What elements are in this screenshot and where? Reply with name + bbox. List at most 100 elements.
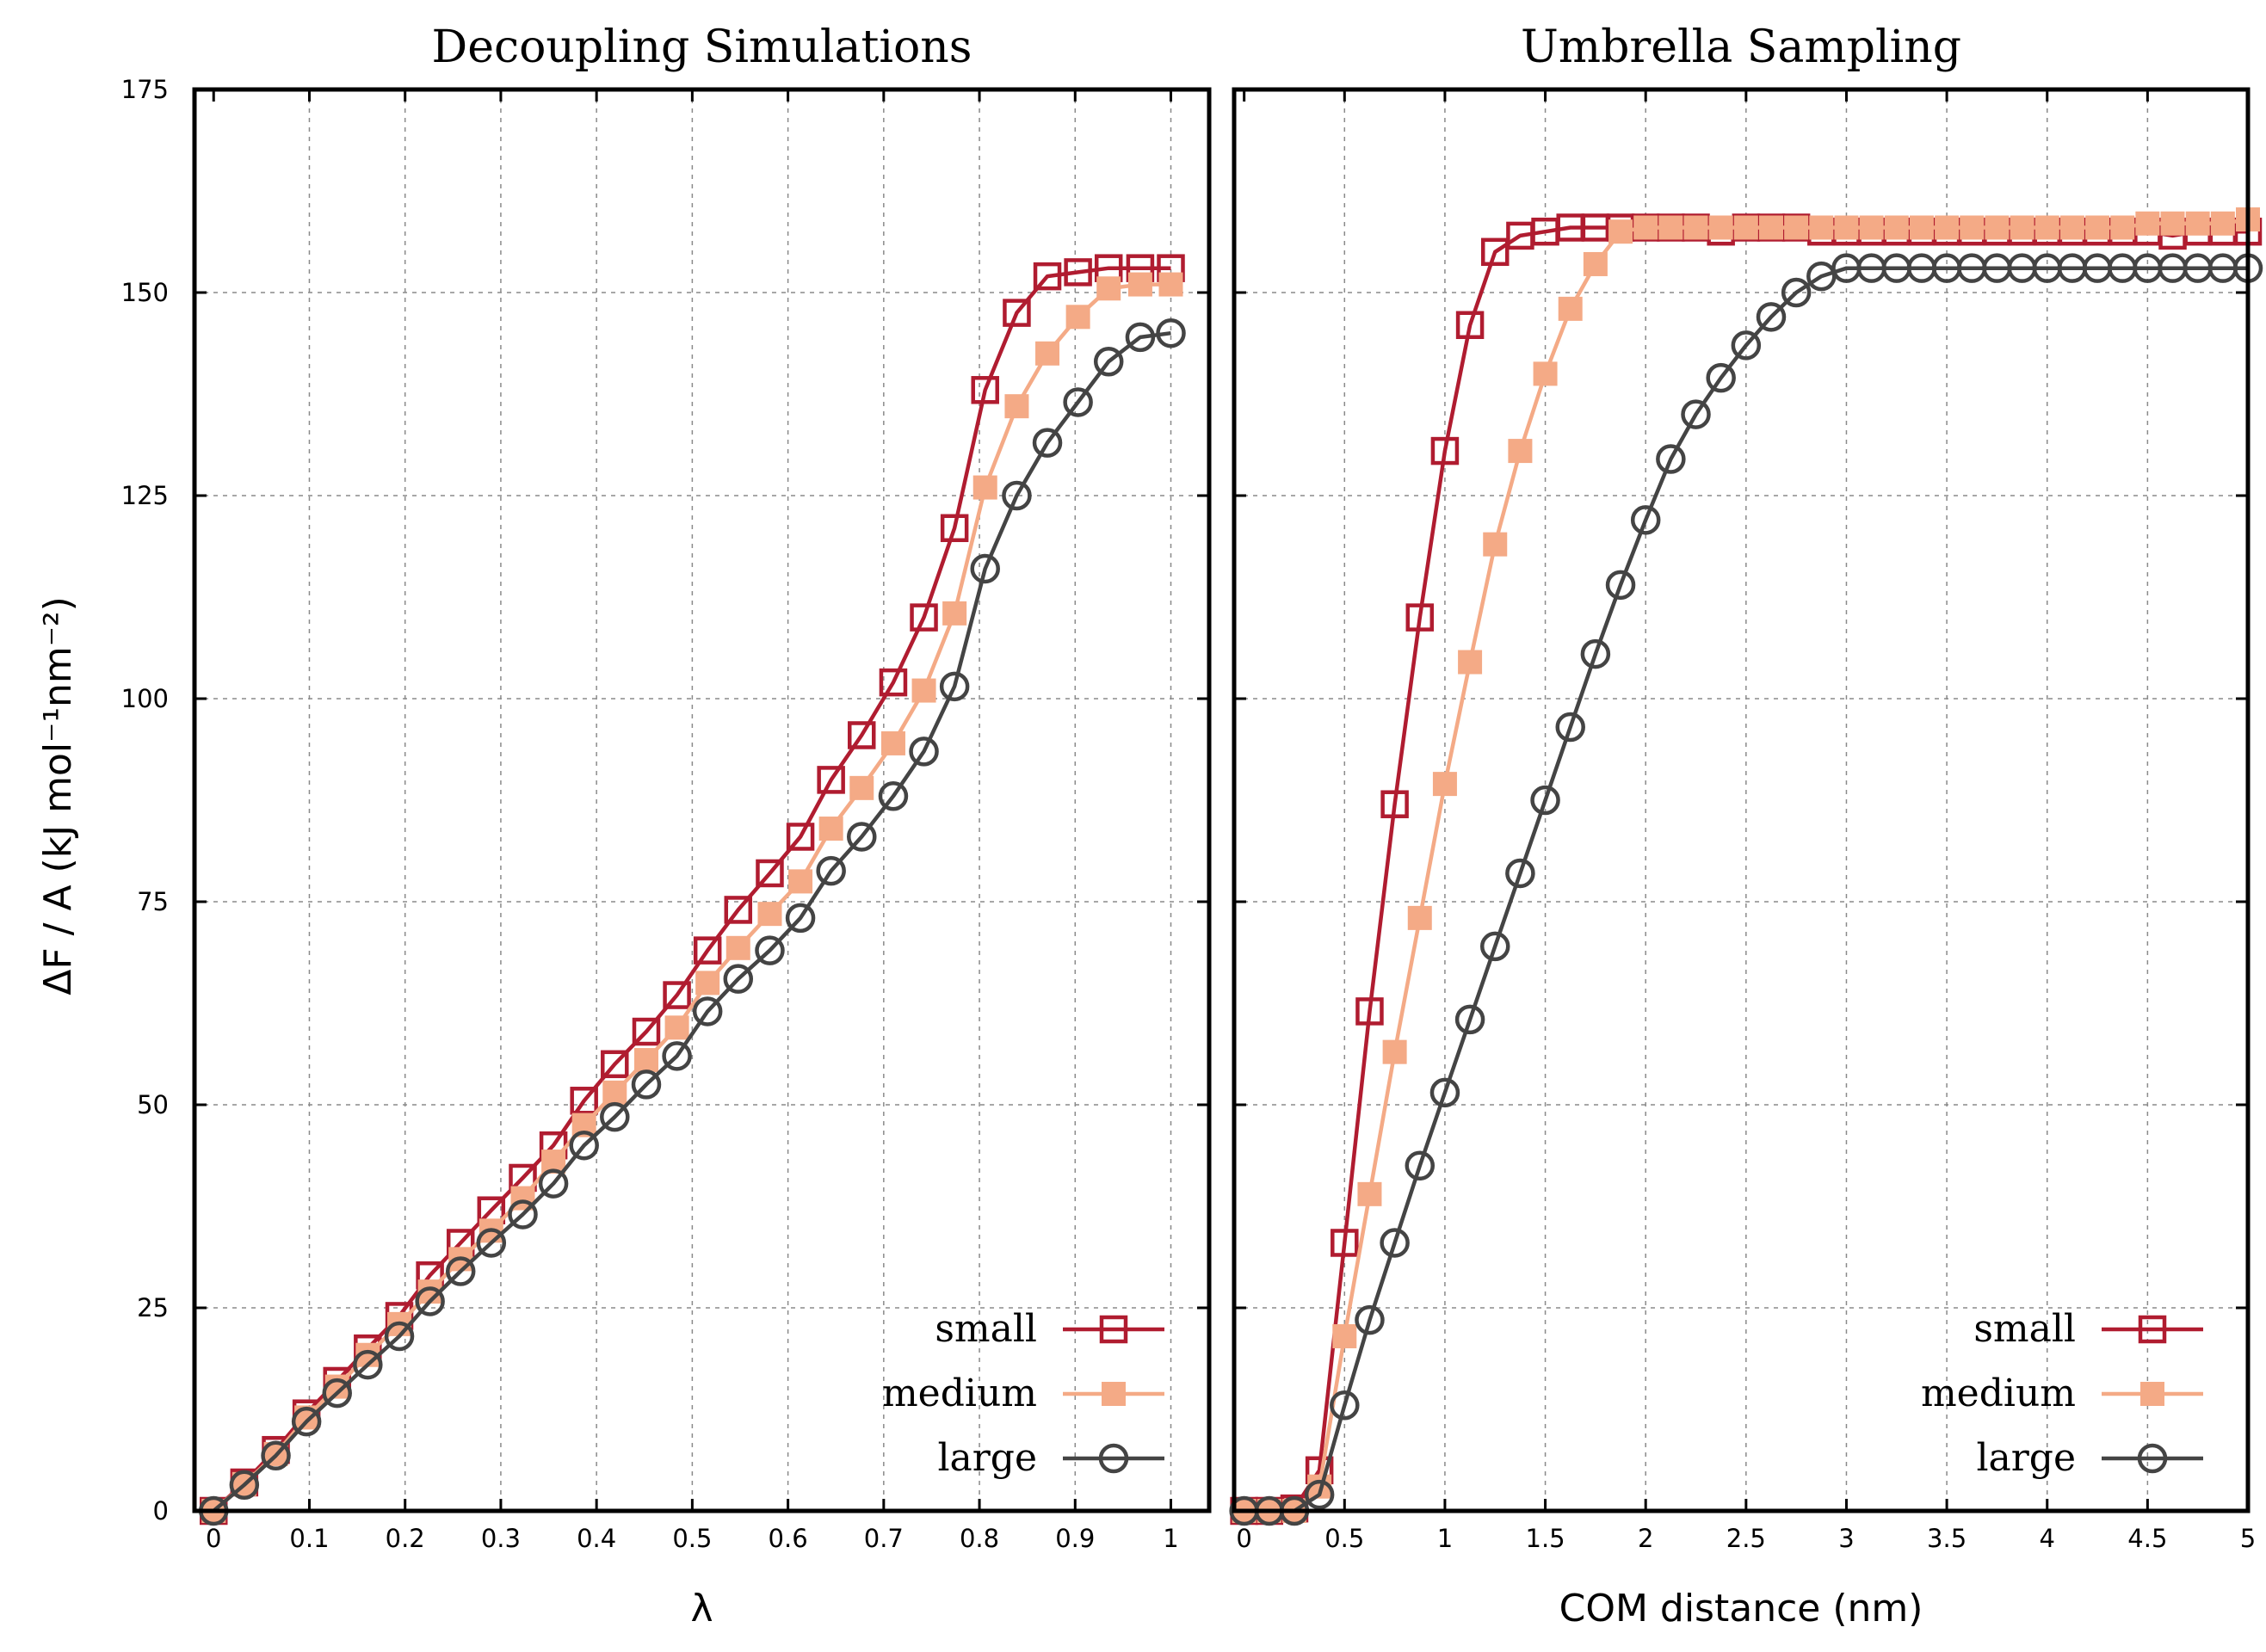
data-point-medium: [1758, 215, 1783, 240]
x-axis-label: λ: [690, 1587, 713, 1630]
data-point-medium: [1332, 1324, 1357, 1349]
data-point-large: [2207, 253, 2238, 283]
data-point-small: [1581, 213, 1610, 242]
data-point-medium: [849, 775, 874, 800]
data-point-large: [1429, 1077, 1460, 1108]
data-point-medium: [1834, 215, 1859, 240]
data-point-large: [2057, 253, 2088, 283]
data-point-large: [291, 1406, 322, 1437]
y-tick-label: 150: [121, 278, 169, 307]
data-point-large: [384, 1321, 415, 1352]
plot-frame: [192, 87, 1212, 1513]
legend-label-small: small: [935, 1307, 1037, 1351]
legend-marker-small: [1099, 1315, 1128, 1344]
data-point-large: [1731, 330, 1762, 361]
data-point-large: [1063, 387, 1093, 417]
data-point-large: [1355, 1304, 1385, 1335]
data-point-small: [786, 823, 815, 851]
data-point-medium: [633, 1048, 658, 1073]
data-point-large: [415, 1286, 445, 1316]
data-point-medium: [1158, 272, 1183, 297]
x-tick-label: 5: [2240, 1524, 2256, 1553]
data-point-large: [353, 1349, 383, 1380]
y-tick-label: 50: [137, 1090, 169, 1119]
data-point-medium: [1985, 215, 2010, 240]
x-tick-label: 4: [2040, 1524, 2055, 1553]
data-point-large: [692, 996, 723, 1026]
legend-label-large: large: [1976, 1436, 2076, 1480]
data-point-medium: [664, 1015, 689, 1040]
data-point-small: [1003, 299, 1031, 327]
x-tick-label: 0.3: [481, 1524, 521, 1553]
y-tick-label: 75: [137, 887, 169, 916]
data-point-small: [1355, 997, 1384, 1026]
series-large: [198, 317, 1186, 1526]
y-tick-label: 125: [121, 481, 169, 510]
legend-marker-small: [2138, 1315, 2167, 1344]
x-tick-label: 0.4: [577, 1524, 616, 1553]
data-point-medium: [911, 678, 936, 703]
data-point-medium: [2059, 215, 2084, 240]
data-point-large: [569, 1130, 599, 1161]
data-point-large: [508, 1199, 538, 1230]
data-point-medium: [1065, 305, 1090, 330]
data-point-large: [1605, 570, 1636, 601]
x-tick-label: 1: [1163, 1524, 1178, 1553]
data-point-large: [229, 1470, 260, 1501]
data-point-medium: [1784, 215, 1809, 240]
data-point-large: [1706, 362, 1736, 393]
data-point-medium: [1407, 905, 1432, 930]
data-point-medium: [1458, 650, 1483, 675]
data-point-medium: [1035, 341, 1060, 366]
data-point-medium: [602, 1080, 627, 1105]
data-point-large: [2007, 253, 2037, 283]
data-point-medium: [1583, 251, 1608, 276]
legend-marker-large: [1098, 1443, 1129, 1474]
data-point-small: [1455, 311, 1485, 340]
data-point-large: [2183, 253, 2213, 283]
x-tick-label: 1.5: [1526, 1524, 1565, 1553]
data-point-medium: [1382, 1039, 1407, 1064]
x-tick-label: 1: [1437, 1524, 1453, 1553]
data-point-medium: [1960, 215, 1985, 240]
data-point-medium: [1508, 439, 1533, 464]
data-point-medium: [1683, 215, 1708, 240]
data-point-medium: [972, 475, 997, 500]
data-point-large: [1957, 253, 1987, 283]
data-point-large: [1380, 1228, 1410, 1258]
data-point-large: [1530, 785, 1560, 816]
data-point-large: [1125, 322, 1156, 353]
data-point-medium: [1909, 215, 1934, 240]
data-point-medium: [1935, 215, 1960, 240]
data-point-large: [538, 1168, 569, 1199]
y-tick-label: 100: [121, 684, 169, 713]
data-point-large: [2032, 253, 2062, 283]
legend-marker-medium: [2140, 1382, 2164, 1406]
data-point-small: [847, 721, 876, 749]
data-point-small: [1064, 258, 1092, 287]
data-point-small: [601, 1050, 629, 1079]
x-tick-label: 0.7: [864, 1524, 904, 1553]
data-point-medium: [1533, 361, 1558, 386]
legend-label-small: small: [1973, 1307, 2076, 1351]
data-point-large: [1781, 277, 1812, 308]
data-point-large: [878, 781, 909, 811]
legend-label-medium: medium: [882, 1372, 1037, 1415]
data-point-small: [1430, 436, 1460, 465]
data-point-large: [1156, 317, 1186, 348]
data-point-large: [846, 822, 877, 852]
data-point-large: [723, 964, 754, 994]
data-point-small: [1556, 213, 1584, 242]
data-point-small: [1380, 790, 1409, 818]
data-point-small: [1480, 237, 1510, 267]
data-point-medium: [2210, 211, 2235, 236]
data-point-medium: [2160, 211, 2185, 236]
data-point-large: [1881, 253, 1912, 283]
data-point-medium: [1809, 215, 1834, 240]
legend-label-large: large: [937, 1436, 1037, 1480]
data-point-large: [600, 1101, 630, 1132]
data-point-medium: [1733, 215, 1758, 240]
data-point-large: [1856, 253, 1886, 283]
x-tick-label: 4.5: [2127, 1524, 2167, 1553]
data-point-medium: [1558, 296, 1583, 321]
